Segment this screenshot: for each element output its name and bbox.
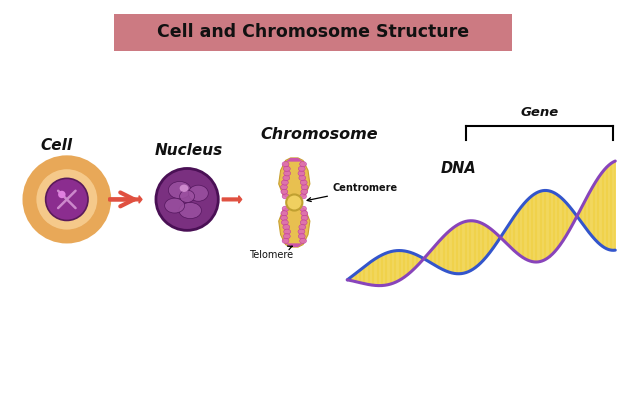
Ellipse shape xyxy=(284,171,290,176)
Ellipse shape xyxy=(179,202,202,219)
Ellipse shape xyxy=(281,189,288,194)
Ellipse shape xyxy=(284,234,290,239)
Ellipse shape xyxy=(282,220,289,225)
Ellipse shape xyxy=(29,162,104,237)
Ellipse shape xyxy=(298,229,305,234)
Ellipse shape xyxy=(299,175,305,181)
Polygon shape xyxy=(285,243,303,247)
Text: Chromosome: Chromosome xyxy=(260,128,377,143)
Ellipse shape xyxy=(301,189,308,194)
Text: Gene: Gene xyxy=(520,106,558,119)
Ellipse shape xyxy=(156,168,218,230)
Ellipse shape xyxy=(58,191,66,198)
Ellipse shape xyxy=(299,166,305,171)
Text: Cell: Cell xyxy=(41,138,73,153)
Ellipse shape xyxy=(282,206,289,211)
FancyArrowPatch shape xyxy=(110,192,134,207)
Ellipse shape xyxy=(281,211,288,216)
Ellipse shape xyxy=(280,185,287,190)
Polygon shape xyxy=(285,158,303,162)
Ellipse shape xyxy=(282,238,289,243)
Ellipse shape xyxy=(300,238,307,243)
Ellipse shape xyxy=(284,166,290,171)
Ellipse shape xyxy=(299,224,305,230)
Ellipse shape xyxy=(168,181,191,199)
Polygon shape xyxy=(279,205,310,247)
Ellipse shape xyxy=(180,190,195,202)
Ellipse shape xyxy=(283,175,290,181)
FancyBboxPatch shape xyxy=(113,14,513,51)
Ellipse shape xyxy=(180,185,188,192)
Ellipse shape xyxy=(300,206,307,211)
Ellipse shape xyxy=(300,220,307,225)
Ellipse shape xyxy=(298,171,305,176)
Text: Cell and Chromosome Structure: Cell and Chromosome Structure xyxy=(157,23,469,41)
Ellipse shape xyxy=(299,234,305,239)
Ellipse shape xyxy=(300,162,307,167)
Ellipse shape xyxy=(300,194,307,199)
Text: Nucleus: Nucleus xyxy=(155,143,223,158)
Ellipse shape xyxy=(286,194,302,211)
Ellipse shape xyxy=(188,185,208,201)
Ellipse shape xyxy=(282,194,289,199)
Ellipse shape xyxy=(165,198,185,213)
Ellipse shape xyxy=(280,215,287,220)
Text: Centromere: Centromere xyxy=(307,183,398,202)
Ellipse shape xyxy=(282,162,289,167)
Ellipse shape xyxy=(301,211,308,216)
Ellipse shape xyxy=(283,224,290,230)
Ellipse shape xyxy=(282,180,289,185)
Ellipse shape xyxy=(300,180,307,185)
Text: Telomere: Telomere xyxy=(249,246,294,260)
Ellipse shape xyxy=(301,185,308,190)
Ellipse shape xyxy=(284,229,290,234)
Polygon shape xyxy=(279,158,310,200)
Text: DNA: DNA xyxy=(441,162,476,177)
Ellipse shape xyxy=(46,178,88,220)
Ellipse shape xyxy=(37,170,97,229)
Ellipse shape xyxy=(301,215,308,220)
